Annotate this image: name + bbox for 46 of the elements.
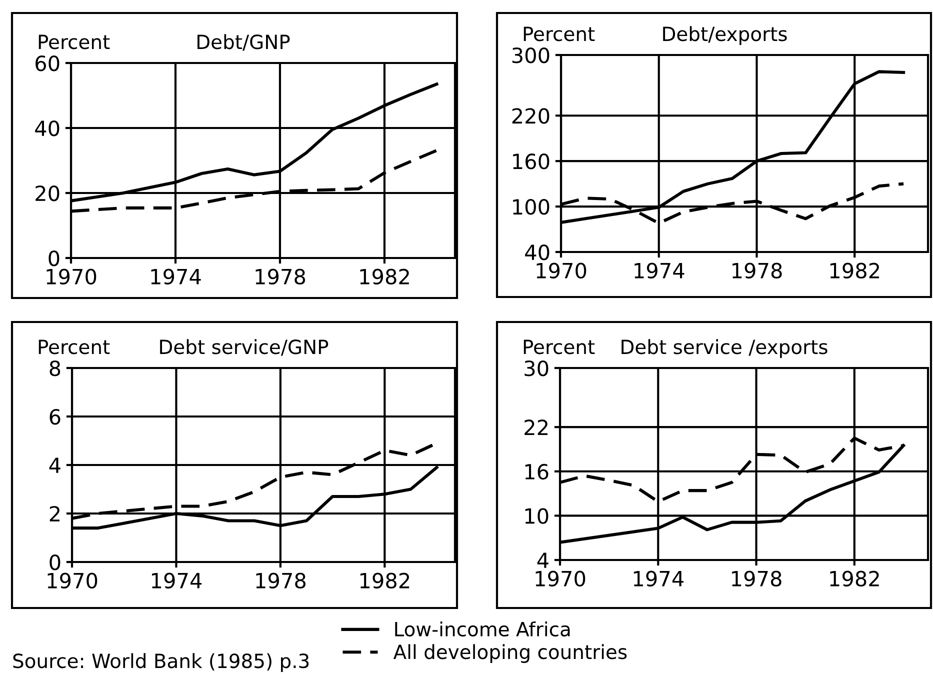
y-tick-label: 0 [50,554,60,570]
x-tick-label: 1982 [830,570,879,587]
legend-label: All developing countries [393,644,627,663]
x-tick-label: 1974 [152,572,202,589]
x-tick-label: 1982 [360,268,409,285]
x-tick-label: 1974 [634,262,684,279]
y-tick-label: 160 [513,154,550,170]
x-tick-label: 1982 [830,262,880,279]
y-tick-label: 220 [512,108,550,124]
y-axis-title: Percent [524,26,595,42]
y-tick-label: 40 [525,244,550,260]
y-tick-label: 60 [36,55,60,72]
x-tick-label: 1978 [256,268,306,285]
y-tick-label: 30 [524,360,548,376]
x-tick-label: 1978 [256,572,306,589]
x-tick-label: 1978 [732,262,782,279]
chart-title: Debt service /exports [622,339,828,358]
x-tick-label: 1970 [48,572,98,589]
x-tick-label: 1970 [46,268,96,285]
y-tick-label: 22 [524,420,548,435]
y-tick-label: 4 [537,552,548,568]
y-tick-label: 20 [36,185,60,202]
x-tick-label: 1974 [151,268,201,285]
y-tick-label: 40 [35,120,60,136]
x-tick-label: 1982 [360,572,410,589]
source-note: Source: World Bank (1985) p.3 [13,653,309,672]
y-axis-title: Percent [38,340,110,354]
y-tick-label: 0 [48,250,60,266]
x-tick-label: 1970 [536,262,586,279]
y-tick-label: 2 [50,506,60,522]
y-tick-label: 10 [525,508,548,524]
y-axis-title: Percent [38,34,110,50]
chart-title: Debt/GNP [198,34,290,51]
x-tick-label: 1974 [634,570,684,587]
y-tick-label: 6 [50,408,60,425]
chart-title: Debt/exports [663,26,787,45]
chart-title: Debt service/GNP [160,339,328,356]
x-tick-label: 1970 [536,570,586,587]
x-tick-label: 1978 [732,570,782,587]
y-tick-label: 300 [512,47,550,64]
y-tick-label: 4 [49,458,60,473]
y-tick-label: 100 [513,198,550,215]
legend-label: Low-income Africa [395,621,570,637]
y-tick-label: 16 [525,464,548,480]
y-tick-label: 8 [50,360,60,376]
y-axis-title: Percent [524,340,595,354]
